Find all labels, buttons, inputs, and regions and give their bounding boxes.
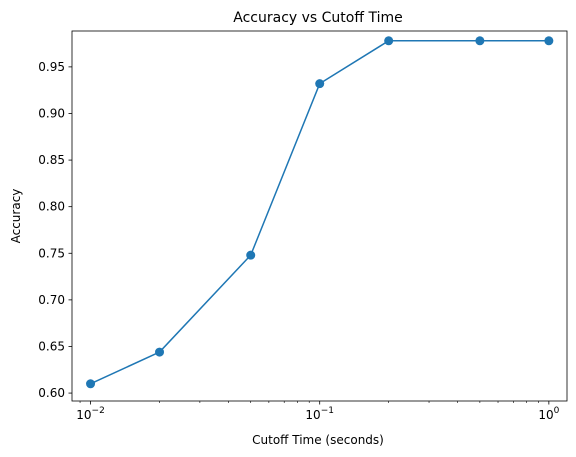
x-axis: 10−2 10−1 100	[76, 401, 560, 422]
data-point	[384, 36, 394, 46]
data-point	[86, 379, 96, 389]
y-tick-label: 0.80	[38, 200, 65, 214]
y-tick-label: 0.65	[38, 339, 65, 353]
y-tick-label: 0.70	[38, 293, 65, 307]
data-point	[315, 79, 325, 89]
y-tick-label: 0.60	[38, 386, 65, 400]
y-tick-label: 0.85	[38, 153, 65, 167]
x-tick-label: 100	[538, 406, 559, 422]
y-tick-label: 0.75	[38, 246, 65, 260]
x-axis-label: Cutoff Time (seconds)	[252, 433, 384, 447]
data-point	[544, 36, 554, 46]
data-point	[246, 250, 256, 260]
y-tick-label: 0.90	[38, 106, 65, 120]
y-axis: 0.60 0.65 0.70 0.75 0.80 0.85 0.90 0.95	[38, 60, 72, 400]
y-axis-label: Accuracy	[9, 189, 23, 244]
chart-title: Accuracy vs Cutoff Time	[233, 10, 402, 26]
data-point	[155, 347, 165, 357]
data-point	[475, 36, 485, 46]
x-tick-label: 10−1	[305, 406, 334, 422]
y-tick-label: 0.95	[38, 60, 65, 74]
plot-area	[86, 36, 554, 389]
x-tick-label: 10−2	[76, 406, 105, 422]
